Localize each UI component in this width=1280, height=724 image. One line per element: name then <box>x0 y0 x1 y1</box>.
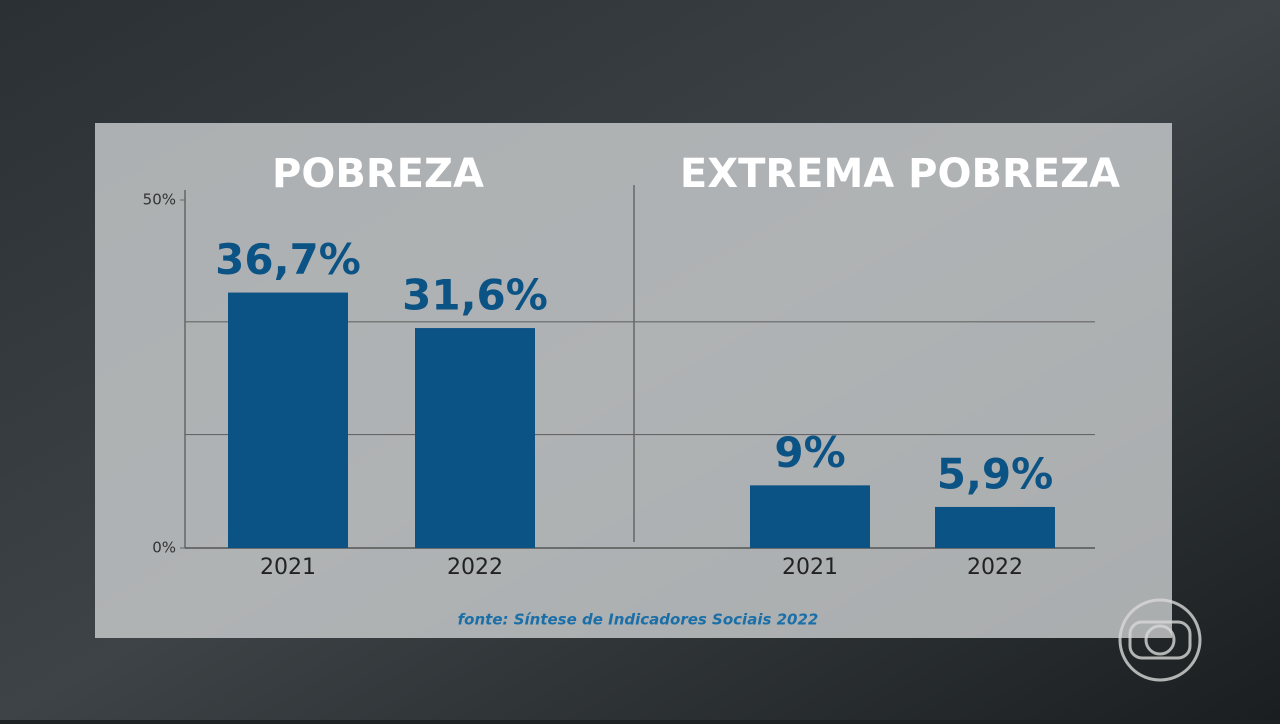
x-tick-label: 2022 <box>447 555 503 580</box>
bar <box>935 506 1055 548</box>
x-tick-label: 2021 <box>260 555 316 580</box>
bar <box>415 328 535 548</box>
y-tick-label: 50% <box>143 191 176 209</box>
chart-title: POBREZA <box>272 151 484 197</box>
logo <box>1118 598 1202 682</box>
value-label: 31,6% <box>402 271 548 320</box>
value-label: 5,9% <box>937 449 1053 498</box>
bar <box>228 292 348 548</box>
value-label: 9% <box>774 428 845 477</box>
source: fonte: Síntese de Indicadores Sociais 20… <box>458 611 819 629</box>
value-label: 36,7% <box>215 235 361 284</box>
chart-title: EXTREMA POBREZA <box>680 151 1120 197</box>
y-tick-label: 0% <box>152 539 176 557</box>
x-tick-label: 2022 <box>967 555 1023 580</box>
bar <box>750 485 870 548</box>
x-tick-label: 2021 <box>782 555 838 580</box>
